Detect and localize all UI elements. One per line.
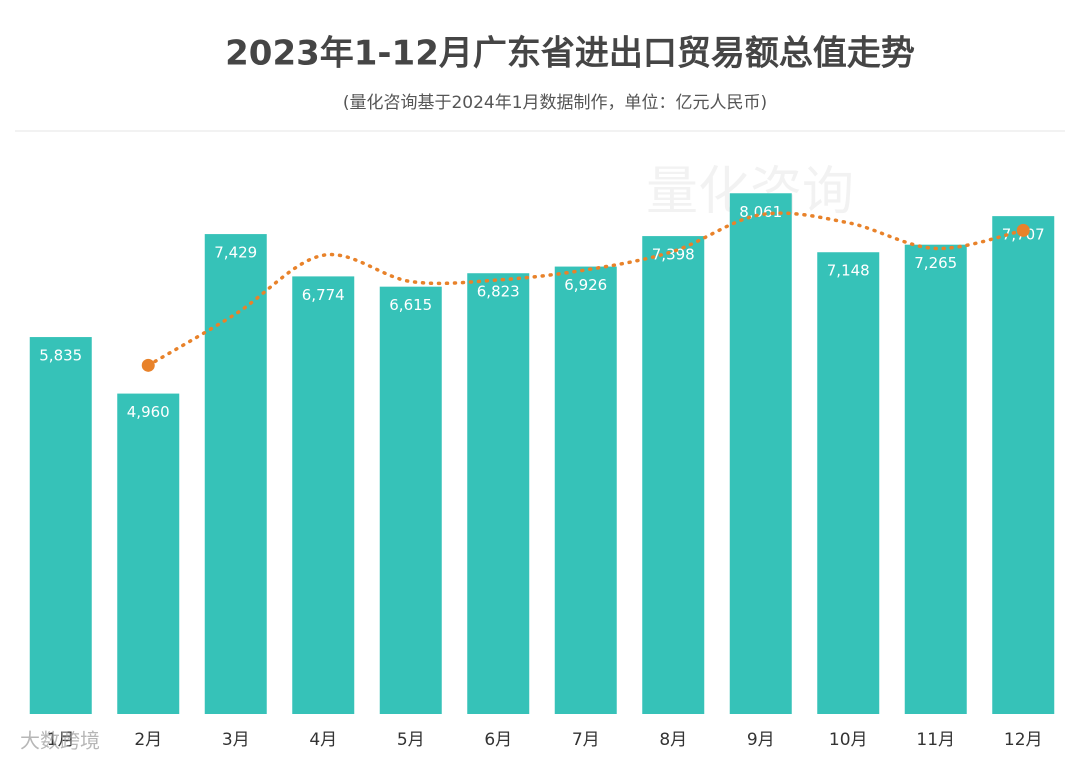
- x-tick-label: 1月: [47, 730, 75, 750]
- x-tick-label: 8月: [659, 730, 687, 750]
- bar: [554, 266, 617, 714]
- x-tick-label: 11月: [916, 730, 955, 750]
- value-label: 4,960: [127, 403, 170, 421]
- value-label: 7,148: [827, 262, 870, 280]
- x-tick-label: 6月: [484, 730, 512, 750]
- x-tick-label: 2月: [134, 730, 162, 750]
- bar: [992, 216, 1055, 714]
- value-label: 6,615: [389, 296, 432, 314]
- bar: [292, 276, 355, 714]
- x-tick-label: 10月: [829, 730, 868, 750]
- bar: [379, 286, 442, 714]
- value-label: 6,926: [564, 276, 607, 294]
- bar: [817, 252, 880, 714]
- x-tick-label: 3月: [222, 730, 250, 750]
- bar: [729, 193, 792, 714]
- bar: [467, 273, 530, 714]
- plot: 1月 2月 3月 4月 5月 6月 7月 8月 9月 10月 11月 12月 5,835 4,960 7,4…: [29, 193, 1055, 750]
- source-logo: 大数跨境: [20, 729, 100, 753]
- trend-end-dot: [1016, 223, 1030, 237]
- x-tick-label: 4月: [309, 730, 337, 750]
- x-tick-label: 9月: [747, 730, 775, 750]
- chart-subtitle: (量化咨询基于2024年1月数据制作，单位：亿元人民币): [343, 93, 767, 113]
- bar: [904, 244, 967, 714]
- value-label: 6,823: [477, 283, 520, 301]
- value-label: 8,061: [739, 203, 782, 221]
- value-label: 6,774: [302, 286, 345, 304]
- bar: [204, 234, 267, 714]
- bar: [29, 337, 92, 714]
- value-label: 7,429: [214, 244, 257, 262]
- x-tick-label: 5月: [397, 730, 425, 750]
- bar: [642, 236, 705, 714]
- trend-end-dot: [141, 358, 155, 372]
- bar: [117, 393, 180, 714]
- x-tick-label: 7月: [572, 730, 600, 750]
- value-label: 7,398: [652, 246, 695, 264]
- value-label: 5,835: [39, 347, 82, 365]
- value-label: 7,265: [914, 254, 957, 272]
- x-tick-label: 12月: [1004, 730, 1043, 750]
- chart-title: 2023年1-12月广东省进出口贸易额总值走势: [225, 34, 915, 74]
